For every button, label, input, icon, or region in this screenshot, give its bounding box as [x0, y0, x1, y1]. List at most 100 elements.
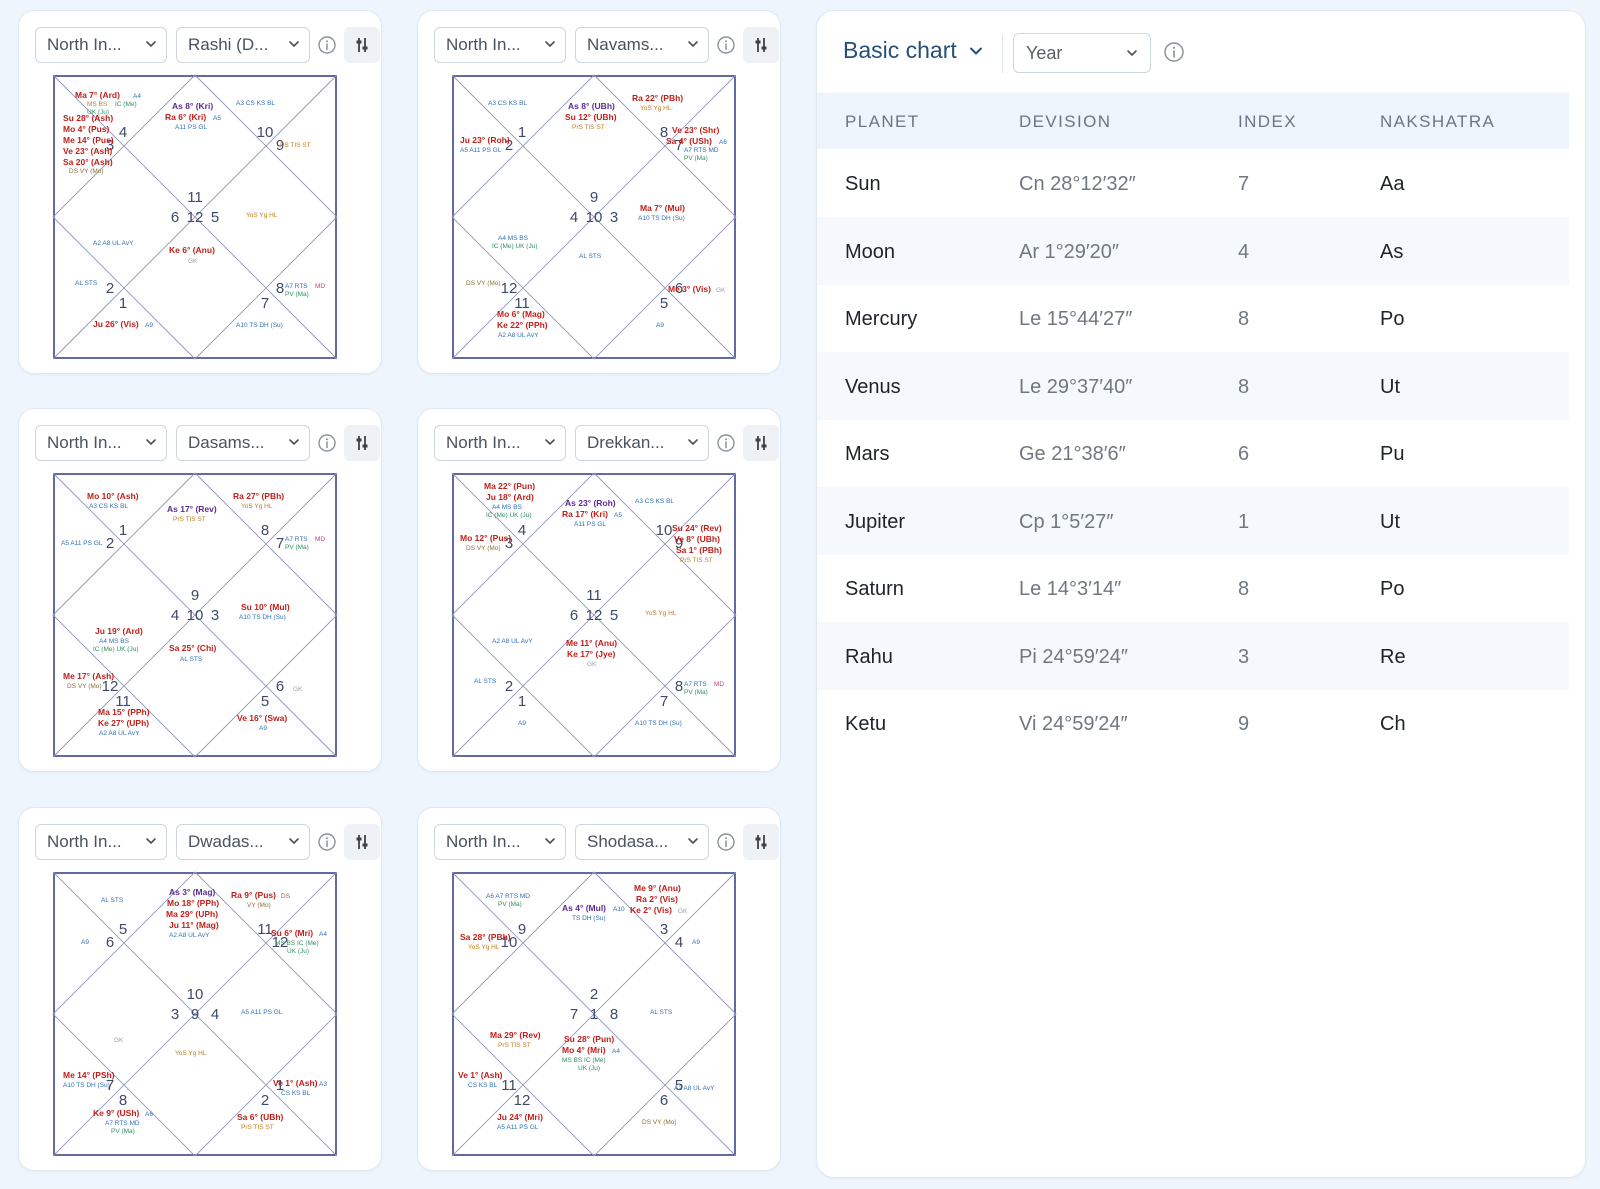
planet-label: Su 12° (UBh) — [565, 112, 617, 122]
chart-annotation: A7 RTS — [285, 536, 308, 543]
house-number: 2 — [261, 1092, 269, 1109]
table-row[interactable]: Saturn Le 14°3′14″ 8 Po — [817, 554, 1569, 622]
chart-annotation: AL STS — [650, 1009, 673, 1016]
chevron-down-icon — [969, 47, 982, 55]
table-row[interactable]: Ketu Vi 24°59′24″ 9 Ch — [817, 689, 1569, 757]
house-number: 11 — [187, 189, 203, 206]
planet-index: 1 — [1238, 510, 1250, 533]
planet-label: Ma 7° (Ard) — [75, 90, 120, 100]
planet-label: Ma 29° (UPh) — [166, 909, 218, 919]
chart-style-select[interactable]: North In... — [434, 27, 566, 63]
info-icon[interactable] — [716, 35, 736, 55]
chevron-down-icon — [688, 439, 698, 446]
period-select[interactable]: Year — [1013, 33, 1151, 73]
chart-style-select[interactable]: North In... — [35, 27, 167, 63]
chart-settings-button[interactable] — [344, 27, 380, 63]
division-select[interactable]: Dasams... — [176, 425, 310, 461]
planet-division: Le 15°44′27″ — [1019, 308, 1133, 330]
planet-division: Le 29°37′40″ — [1019, 375, 1133, 398]
planet-label: Ra 9° (Pus) — [231, 890, 276, 900]
division-select[interactable]: Rashi (D... — [176, 27, 310, 63]
chart-style-select[interactable]: North In... — [35, 824, 167, 860]
planet-index: 4 — [1238, 240, 1250, 263]
chart-style-select[interactable]: North In... — [35, 425, 167, 461]
chart-settings-button[interactable] — [344, 824, 380, 860]
planet-label: Ra 17° (Kri) — [562, 509, 608, 519]
house-number: 5 — [610, 607, 618, 624]
division-select[interactable]: Drekkan... — [575, 425, 709, 461]
table-row[interactable]: Sun Cn 28°12′32″ 7 Aa — [817, 149, 1569, 217]
planet-label: Ve 16° (Swa) — [237, 713, 287, 723]
planet-label: Ju 23° (Roh) — [460, 135, 510, 145]
chart-frame — [53, 473, 337, 757]
table-row[interactable]: Mercury Le 15°44′27″ 8 Po — [817, 284, 1569, 352]
chart-settings-button[interactable] — [743, 27, 779, 63]
info-icon[interactable] — [317, 35, 337, 55]
house-number: 4 — [675, 934, 683, 951]
chart-style-value: North In... — [47, 832, 122, 851]
chart-settings-button[interactable] — [743, 425, 779, 461]
chart-annotation: A9 — [692, 939, 700, 946]
chart-annotation: YoS Yg HL — [640, 105, 672, 112]
planet-index: 6 — [1238, 443, 1250, 465]
planet-label: Ma 22° (Pun) — [484, 481, 535, 491]
planet-label: Ke 22° (PPh) — [497, 320, 548, 330]
planet-label: Su 6° (Mri) — [271, 928, 313, 938]
table-row[interactable]: Jupiter Cp 1°5′27″ 1 Ut — [817, 486, 1569, 555]
table-row[interactable]: Venus Le 29°37′40″ 8 Ut — [817, 351, 1569, 420]
chart-settings-button[interactable] — [344, 425, 380, 461]
planet-label: Me 14° (PSh) — [63, 1070, 115, 1080]
chart-type-dropdown[interactable]: Basic chart — [843, 37, 983, 64]
division-select[interactable]: Navams... — [575, 27, 709, 63]
chevron-down-icon — [545, 41, 555, 48]
chart-annotation: A10 TS DH (Su) — [635, 720, 682, 727]
house-number: 9 — [518, 921, 526, 938]
info-icon[interactable] — [317, 433, 337, 453]
chart-settings-button[interactable] — [743, 824, 779, 860]
chart-annotation: PS TIS ST — [280, 142, 311, 149]
planet-label: Ve 8° (UBh) — [674, 534, 720, 544]
planet-division: Le 14°3′14″ — [1019, 578, 1122, 600]
planet-division: Ge 21°38′6″ — [1019, 443, 1126, 465]
adjust-icon — [755, 38, 767, 52]
info-icon[interactable] — [1163, 41, 1185, 63]
chart-style-select[interactable]: North In... — [434, 824, 566, 860]
planet-division: Vi 24°59′24″ — [1019, 713, 1128, 735]
planet-label: As 8° (UBh) — [568, 101, 615, 111]
division-select[interactable]: Dwadas... — [176, 824, 310, 860]
division-value: Navams... — [587, 35, 664, 54]
chart-annotation: A4 MS BS — [99, 638, 130, 645]
division-select[interactable]: Shodasa... — [575, 824, 709, 860]
info-icon[interactable] — [317, 832, 337, 852]
table-row[interactable]: Moon Ar 1°29′20″ 4 As — [817, 216, 1569, 285]
house-number: 9 — [675, 535, 683, 552]
period-select-value: Year — [1026, 42, 1063, 63]
division-value: Dwadas... — [188, 832, 264, 851]
chart-annotation: A10 TS DH (Su) — [63, 1082, 110, 1089]
chart-line — [451, 871, 737, 1157]
house-number: 2 — [505, 137, 513, 154]
info-icon[interactable] — [716, 832, 736, 852]
planet-label: Mo 12° (Pus) — [460, 533, 511, 543]
house-number: 4 — [119, 124, 127, 141]
chart-annotation: A3 CS KS BL — [488, 100, 527, 107]
chart-card: North In... Dwadas... 5 6 7 8 9 10 11 12 1 2 3 4 AL ST… — [18, 807, 382, 1171]
chart-annotation: AL STS — [579, 253, 602, 260]
chart-style-select[interactable]: North In... — [434, 425, 566, 461]
house-number: 4 — [211, 1006, 219, 1023]
table-row[interactable]: Rahu Pi 24°59′24″ 3 Re — [817, 621, 1569, 690]
info-icon[interactable] — [716, 433, 736, 453]
chevron-down-icon — [289, 838, 299, 845]
chart-annotation: PV (Ma) — [684, 155, 708, 162]
chart-annotation: AL STS — [474, 678, 497, 685]
house-number: 6 — [675, 280, 683, 297]
adjust-icon — [356, 835, 368, 849]
house-number: 6 — [106, 934, 114, 951]
chart-line — [451, 871, 737, 1157]
chart-annotation: YoS Yg HL — [246, 212, 278, 219]
planet-label: Ke 9° (USh) — [93, 1108, 140, 1118]
chart-annotation: A4 MS BS — [492, 504, 523, 511]
planet-label: Ma 15° (PPh) — [98, 707, 150, 717]
chart-annotation: DS VY (Mo) — [466, 280, 501, 287]
table-row[interactable]: Mars Ge 21°38′6″ 6 Pu — [817, 419, 1569, 487]
